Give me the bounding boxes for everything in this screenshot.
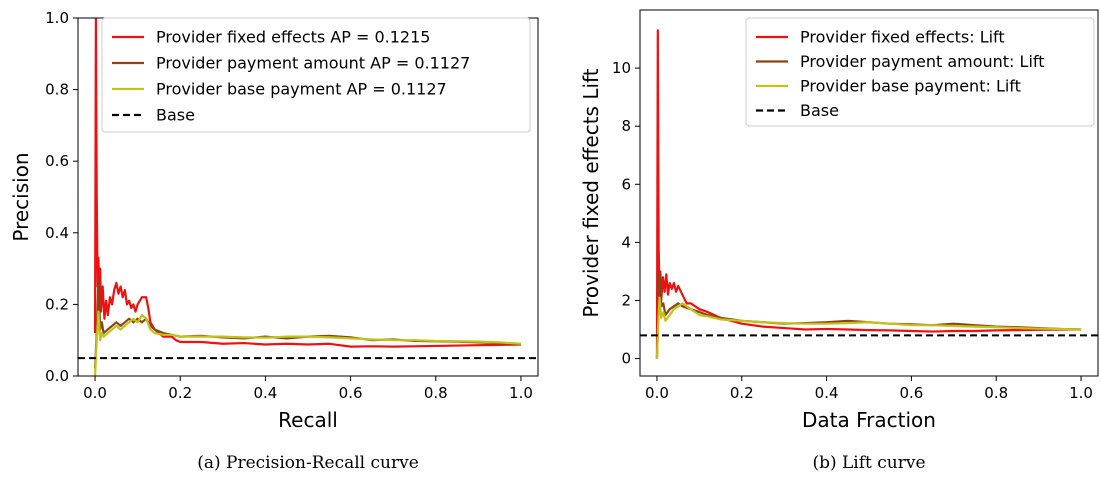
y-ticks-right: 0 2 4 6 8 10: [612, 59, 640, 368]
y-tick-label: 0.2: [45, 295, 69, 313]
series-line-1: [93, 18, 521, 348]
y-tick-label: 2: [621, 291, 631, 309]
caption-left: (a) Precision-Recall curve: [197, 453, 419, 473]
series-line-2: [655, 270, 1082, 359]
x-tick-label: 0.2: [730, 384, 754, 402]
axes-frame-right: [639, 9, 1099, 377]
legend-left: Provider fixed effects AP = 0.1215 Provid…: [101, 17, 531, 133]
x-axis-label-left: Recall: [278, 408, 338, 432]
x-tick-label: 0.2: [168, 384, 192, 402]
x-tick-label: 0.8: [424, 384, 448, 402]
x-tick-label: 0.4: [815, 384, 839, 402]
caption-right: (b) Lift curve: [812, 453, 925, 473]
chart-panel-right: 0.0 0.2 0.4 0.6 0.8 1.0 0 2 4 6 8 10 Data Fraction…: [579, 9, 1099, 473]
legend-box: [745, 17, 1095, 127]
legend-right: Provider fixed effects: Lift Provider pay…: [745, 17, 1095, 127]
plot-area-right: [640, 29, 1098, 359]
y-tick-label: 0: [621, 350, 631, 368]
y-tick-label: 6: [621, 175, 631, 193]
series-line-1: [655, 29, 1082, 359]
legend-entry: Base: [156, 106, 195, 125]
chart-panel-left: 0.0 0.2 0.4 0.6 0.8 1.0 0.0 0.2 0.4 0.6 0.8 1.0 Re…: [9, 9, 539, 473]
x-ticks-right: 0.0 0.2 0.4 0.6 0.8 1.0: [645, 376, 1093, 402]
y-tick-label: 4: [621, 233, 631, 251]
x-tick-label: 0.8: [984, 384, 1008, 402]
x-tick-label: 0.0: [83, 384, 107, 402]
legend-entry: Provider base payment: Lift: [800, 77, 1021, 96]
legend-entry: Provider fixed effects: Lift: [800, 28, 1005, 47]
x-axis-label-right: Data Fraction: [802, 408, 936, 432]
legend-entry: Provider fixed effects AP = 0.1215: [156, 28, 430, 47]
y-tick-label: 0.0: [45, 367, 69, 385]
y-tick-label: 0.8: [45, 81, 69, 99]
x-ticks-left: 0.0 0.2 0.4 0.6 0.8 1.0: [83, 376, 533, 402]
y-tick-label: 0.4: [45, 224, 69, 242]
series-line-2: [93, 278, 522, 369]
legend-entry: Provider base payment AP = 0.1127: [156, 80, 447, 99]
x-tick-label: 0.4: [253, 384, 277, 402]
y-axis-label-left: Precision: [9, 152, 33, 241]
y-ticks-left: 0.0 0.2 0.4 0.6 0.8 1.0: [45, 9, 78, 385]
y-tick-label: 8: [621, 117, 631, 135]
series-line-3: [655, 296, 1082, 359]
series-line-3: [93, 310, 522, 376]
x-tick-label: 1.0: [509, 384, 533, 402]
x-tick-label: 1.0: [1069, 384, 1093, 402]
legend-box: [101, 17, 531, 133]
plot-area-left: [78, 18, 538, 376]
x-tick-label: 0.6: [899, 384, 923, 402]
x-tick-label: 0.6: [339, 384, 363, 402]
legend-entry: Base: [800, 101, 839, 120]
y-tick-label: 0.6: [45, 152, 69, 170]
y-axis-label-right: Provider fixed effects Lift: [579, 68, 603, 317]
legend-entry: Provider payment amount AP = 0.1127: [156, 54, 470, 73]
legend-entry: Provider payment amount: Lift: [800, 52, 1045, 71]
y-tick-label: 10: [612, 59, 631, 77]
x-tick-label: 0.0: [645, 384, 669, 402]
y-tick-label: 1.0: [45, 9, 69, 27]
